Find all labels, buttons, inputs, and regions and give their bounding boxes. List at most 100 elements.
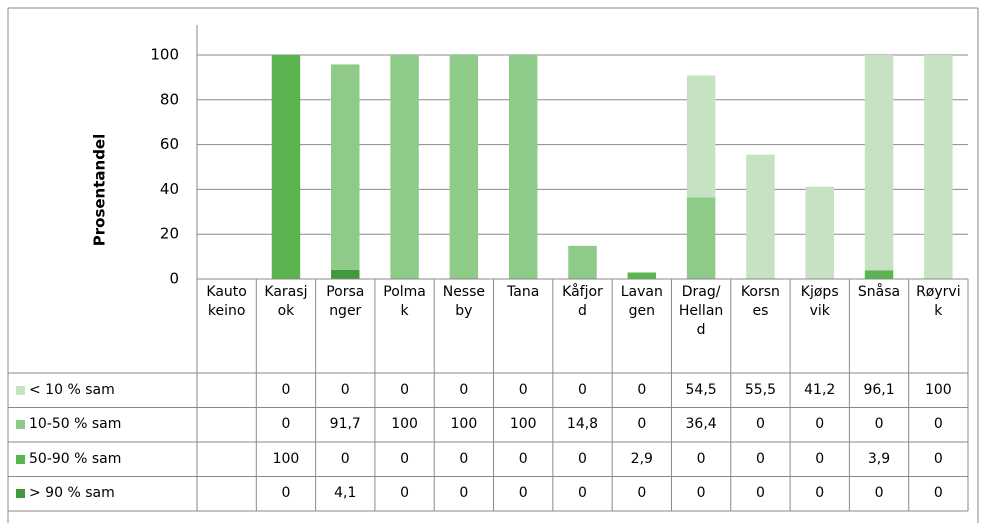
table-value (197, 477, 256, 512)
table-value (197, 373, 256, 408)
table-value: 96,1 (863, 381, 895, 398)
table-value: 3,9 (867, 450, 891, 467)
table-value: 0 (459, 450, 469, 467)
table-value: 0 (637, 416, 647, 433)
table-value: 55,5 (744, 381, 776, 398)
category-label: Røyrvi k (916, 284, 961, 319)
table-value: 0 (696, 450, 706, 467)
category-label: Nesse by (442, 284, 486, 319)
table-value: 0 (874, 416, 884, 433)
legend-swatch (16, 420, 25, 430)
table-value: 0 (755, 450, 765, 467)
bar-segment (508, 55, 538, 279)
bar-segment (390, 55, 419, 279)
category-label: Tana (507, 284, 540, 300)
table-value: 0 (459, 485, 469, 502)
table-value: 0 (518, 450, 528, 467)
table-value (197, 408, 256, 443)
category-label: Polma k (383, 284, 426, 319)
table-value: 36,4 (685, 416, 717, 433)
legend-swatch (16, 385, 25, 395)
table-value: 0 (281, 381, 291, 398)
table-value: 0 (933, 416, 943, 433)
table-value: 0 (815, 416, 825, 433)
table-value: 100 (450, 416, 478, 433)
legend-entry: 10-50 % sam (8, 408, 197, 443)
table-value: 0 (340, 450, 350, 467)
bar-segment (271, 55, 301, 279)
table-value: 0 (281, 485, 291, 502)
y-tick-label: 80 (160, 90, 179, 108)
legend-text: < 10 % sam (29, 381, 115, 398)
table-value (197, 442, 256, 477)
table-value: 100 (272, 450, 300, 467)
bar-segment (686, 75, 716, 198)
legend-text: 50-90 % sam (29, 450, 122, 467)
bar-segment (924, 55, 953, 279)
legend-text: > 90 % sam (29, 485, 115, 502)
bar-segment (864, 270, 894, 279)
bar-segment (627, 272, 657, 279)
legend-entry: 50-90 % sam (8, 442, 197, 477)
legend-swatch (16, 489, 25, 499)
category-label: Kjøps vik (800, 284, 839, 319)
bar-segment (449, 55, 479, 279)
table-value: 0 (696, 485, 706, 502)
y-tick-label: 20 (160, 225, 179, 243)
table-value: 0 (815, 450, 825, 467)
table-value: 0 (518, 485, 528, 502)
category-label: Porsa nger (326, 284, 365, 319)
table-value: 0 (340, 381, 350, 398)
bar-segment (864, 55, 894, 271)
category-label: Lavan gen (620, 284, 663, 319)
bar-segment (331, 269, 360, 279)
table-value: 0 (755, 485, 765, 502)
legend-swatch (16, 454, 25, 464)
table-value: 0 (578, 450, 587, 467)
table-value: 0 (933, 485, 943, 502)
y-axis-label: Prosentandel (91, 134, 109, 247)
table-value: 54,5 (685, 381, 717, 398)
table-value: 0 (459, 381, 469, 398)
bar-segment (746, 154, 775, 279)
category-label: Kauto keino (206, 284, 247, 319)
legend-entry: > 90 % sam (8, 477, 197, 512)
category-label: Korsn es (740, 284, 780, 319)
table-value: 0 (578, 381, 587, 398)
table-value: 4,1 (334, 485, 357, 502)
legend-text: 10-50 % sam (29, 416, 122, 433)
table-value: 0 (400, 450, 410, 467)
table-value: 91,7 (329, 416, 361, 433)
bar-segment (686, 197, 716, 279)
table-value: 0 (637, 381, 647, 398)
table-value: 0 (933, 450, 943, 467)
category-label: Snåsa (857, 284, 901, 300)
table-value: 100 (509, 416, 537, 433)
table-value: 100 (391, 416, 418, 433)
table-value: 14,8 (566, 416, 599, 433)
legend-entry: < 10 % sam (8, 373, 197, 408)
y-tick-label: 100 (150, 46, 179, 64)
category-label: Drag/ Hellan d (678, 284, 724, 338)
bar-segment (805, 186, 834, 279)
bar-segment (568, 245, 597, 279)
table-value: 0 (400, 381, 410, 398)
table-value: 0 (815, 485, 825, 502)
table-value: 0 (578, 485, 587, 502)
y-tick-label: 60 (160, 135, 179, 153)
table-value: 0 (400, 485, 410, 502)
y-tick-label: 0 (169, 270, 179, 288)
table-value: 100 (924, 381, 952, 398)
table-value: 0 (755, 416, 765, 433)
table-value: 0 (281, 416, 291, 433)
table-value: 41,2 (804, 381, 836, 398)
category-label: Karasj ok (264, 284, 308, 319)
table-value: 2,9 (630, 450, 653, 467)
table-value: 0 (518, 381, 528, 398)
table-value: 0 (874, 485, 884, 502)
category-label: Kåfjor d (562, 284, 603, 319)
table-value: 0 (637, 485, 647, 502)
y-tick-label: 40 (160, 180, 179, 198)
